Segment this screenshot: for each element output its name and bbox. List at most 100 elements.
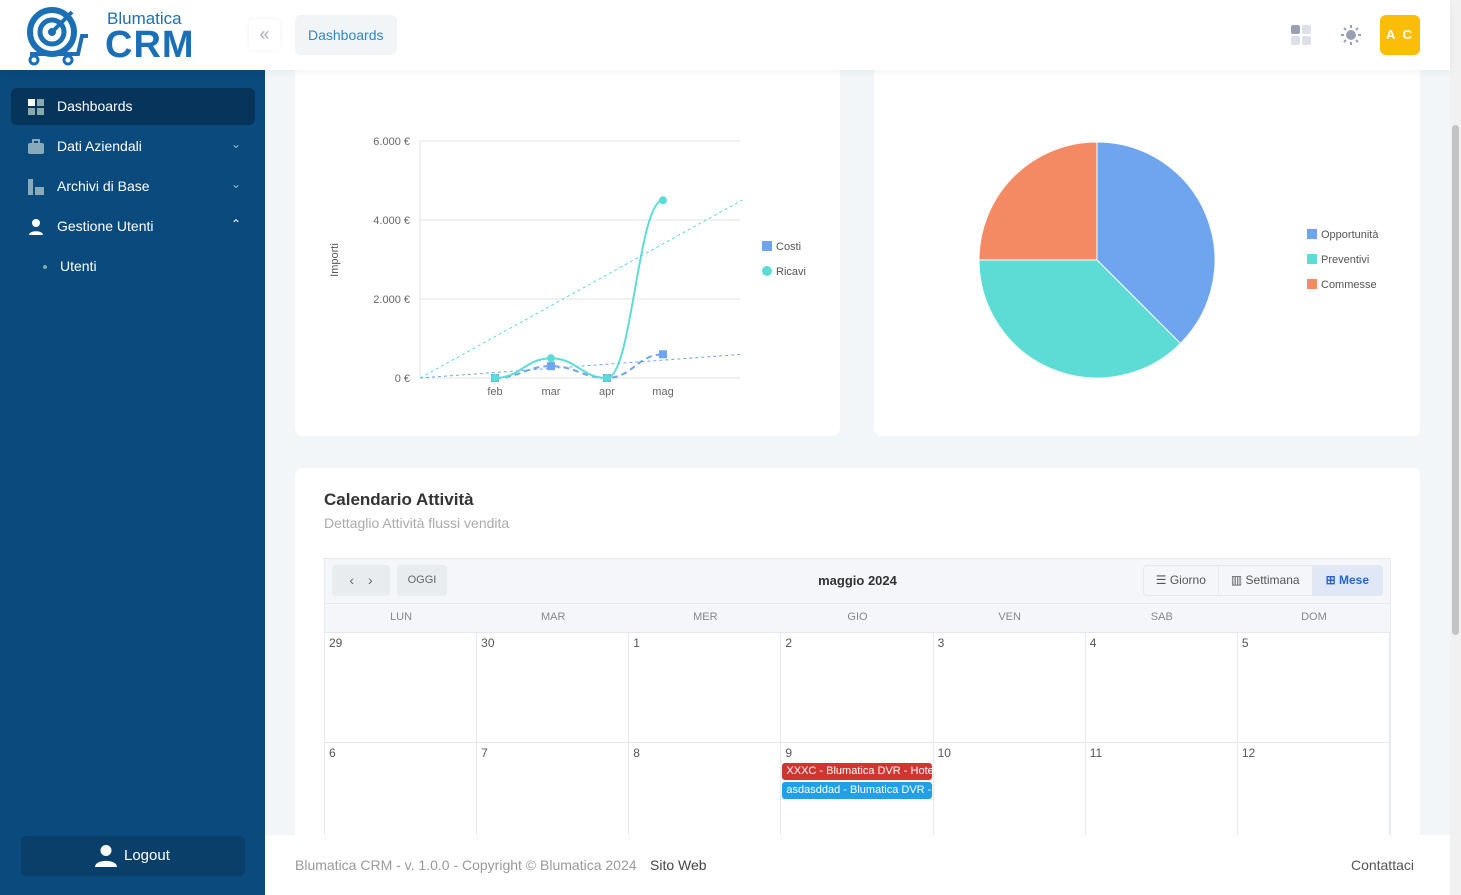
- line-chart-card: 0 € 2.000 € 4.000 € 6.000 € feb mar apr mag Impo…: [295, 60, 840, 436]
- day-cell[interactable]: 3: [934, 633, 1086, 742]
- day-cell[interactable]: 6: [325, 743, 478, 837]
- legend-label: Preventivi: [1321, 254, 1369, 266]
- y-tick-label: 2.000 €: [373, 294, 410, 306]
- day-number: 7: [481, 746, 488, 760]
- x-tick-label: apr: [599, 386, 615, 398]
- sidebar-item-label: Dati Aziendali: [57, 138, 142, 154]
- y-axis-label: Importi: [329, 243, 341, 277]
- y-tick-label: 6.000 €: [373, 136, 410, 148]
- sidebar-item-dati-aziendali[interactable]: Dati Aziendali ⌄: [11, 128, 255, 165]
- today-button[interactable]: OGGI: [397, 565, 447, 596]
- legend-label: Costi: [776, 241, 801, 253]
- pie-slice: [978, 141, 1098, 261]
- sidebar-subitem-utenti[interactable]: Utenti: [60, 258, 97, 274]
- bullet-icon: [43, 265, 47, 269]
- weekday-header: DOM: [1301, 611, 1327, 623]
- pie-slice: [978, 259, 1182, 379]
- trend-line: [419, 199, 743, 379]
- day-cell[interactable]: 11: [1086, 743, 1238, 837]
- day-number: 2: [785, 636, 793, 650]
- copyright: Blumatica CRM - v. 1.0.0 - Copyright © B…: [295, 857, 637, 873]
- sun-icon[interactable]: [1340, 24, 1362, 46]
- calendar-month: maggio 2024: [818, 573, 897, 588]
- day-cell[interactable]: 8: [629, 743, 782, 837]
- day-cell[interactable]: 30: [477, 633, 630, 742]
- day-cell[interactable]: 10: [934, 743, 1086, 837]
- avatar[interactable]: A C: [1380, 15, 1420, 55]
- legend-marker: [762, 266, 772, 276]
- calendar-week: 6 7 8 9 XXXC - Blumatica DVR - Hotel asdasdda…: [325, 743, 1390, 837]
- briefcase-icon: [28, 139, 44, 154]
- sidebar-item-label: Gestione Utenti: [57, 218, 154, 234]
- scrollbar-thumb[interactable]: [1452, 125, 1459, 635]
- weekday-header: MAR: [540, 611, 566, 623]
- sidebar-item-archivi-di-base[interactable]: Archivi di Base ⌄: [11, 168, 255, 205]
- dashboard-icon: [28, 99, 44, 115]
- collapse-sidebar-button[interactable]: «: [249, 19, 280, 50]
- day-cell[interactable]: 29: [325, 633, 478, 742]
- apps-grid-icon[interactable]: [1290, 24, 1312, 46]
- data-point: [603, 374, 611, 382]
- scrollbar[interactable]: [1450, 0, 1461, 895]
- weekday-header: GIO: [847, 611, 868, 623]
- weekday-header: SAB: [1150, 611, 1173, 623]
- day-cell[interactable]: 12: [1238, 743, 1390, 837]
- logout-button[interactable]: Logout: [21, 836, 245, 876]
- day-cell[interactable]: 5: [1238, 633, 1390, 742]
- day-number: 12: [1241, 746, 1256, 760]
- calendar-event[interactable]: XXXC - Blumatica DVR - Hotel: [782, 763, 932, 780]
- view-day-button[interactable]: ☰ Giorno: [1144, 566, 1219, 595]
- pie-chart-card: Opportunità Preventivi Commesse: [874, 60, 1420, 436]
- day-number: 4: [1089, 636, 1097, 650]
- day-number: 11: [1089, 746, 1103, 760]
- sidebar-item-label: Archivi di Base: [57, 178, 150, 194]
- weekday-header: MER: [693, 611, 718, 623]
- sidebar-item-gestione-utenti[interactable]: Gestione Utenti ⌃: [11, 208, 255, 245]
- next-button[interactable]: ›: [368, 572, 373, 588]
- view-label: Mese: [1338, 573, 1369, 587]
- logo[interactable]: Blumatica CRM: [20, 6, 194, 66]
- legend-marker: [762, 241, 772, 251]
- sidebar-item-label: Dashboards: [57, 98, 133, 114]
- prev-button[interactable]: ‹: [349, 572, 354, 588]
- sidebar: Dashboards Dati Aziendali ⌄ Archivi di B…: [0, 70, 265, 895]
- contact-link[interactable]: Contattaci: [1350, 857, 1414, 873]
- day-cell[interactable]: 2: [781, 633, 934, 742]
- day-cell[interactable]: 9 XXXC - Blumatica DVR - Hotel asdasddad -…: [781, 743, 934, 837]
- x-tick-label: mar: [542, 386, 561, 398]
- day-cell[interactable]: 7: [477, 743, 630, 837]
- sidebar-item-dashboards[interactable]: Dashboards: [11, 88, 255, 125]
- topbar: Blumatica CRM « Dashboards A C: [0, 0, 1450, 70]
- calendar-title: Calendario Attività: [324, 490, 474, 509]
- data-point: [547, 354, 555, 363]
- view-month-button[interactable]: ⊞ Mese: [1312, 566, 1382, 595]
- chevron-up-icon: ⌃: [230, 217, 241, 231]
- logo-target-cart-icon: [27, 7, 88, 66]
- legend-label: Ricavi: [776, 266, 806, 278]
- view-week-button[interactable]: ▥ Settimana: [1219, 566, 1313, 595]
- user-icon: [95, 845, 117, 867]
- day-cell[interactable]: 1: [629, 633, 782, 742]
- day-number: 30: [481, 636, 495, 650]
- legend-marker: [1307, 254, 1317, 264]
- day-number: 3: [937, 636, 945, 650]
- legend-marker: [1307, 229, 1317, 239]
- x-tick-label: feb: [487, 386, 502, 398]
- day-number: 5: [1241, 636, 1249, 650]
- chevron-down-icon: ⌄: [230, 177, 241, 191]
- site-link[interactable]: Sito Web: [650, 857, 707, 873]
- day-number: 1: [633, 636, 640, 650]
- series-line: [494, 353, 664, 380]
- weekday-header: LUN: [390, 611, 413, 623]
- line-chart: 0 € 2.000 € 4.000 € 6.000 € feb mar apr mag Impo…: [329, 136, 806, 398]
- logout-label: Logout: [124, 847, 170, 864]
- day-number: 6: [329, 746, 336, 760]
- calendar-event[interactable]: asdasddad - Blumatica DVR -: [782, 782, 932, 799]
- legend-label: Commesse: [1321, 279, 1377, 291]
- brand-bottom: CRM: [105, 24, 195, 66]
- breadcrumb[interactable]: Dashboards: [295, 15, 397, 55]
- legend-marker: [1307, 279, 1317, 289]
- user-icon: [29, 219, 43, 235]
- day-number: 8: [633, 746, 640, 760]
- day-cell[interactable]: 4: [1086, 633, 1238, 742]
